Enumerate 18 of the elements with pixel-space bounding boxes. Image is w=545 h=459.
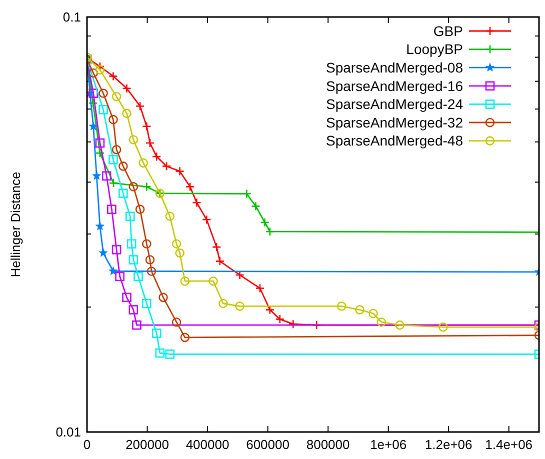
legend-label: SparseAndMerged-48 — [326, 132, 464, 149]
legend-label: LoopyBP — [406, 41, 463, 58]
x-tick-label: 1.4e+06 — [485, 437, 533, 452]
x-tick-label: 0 — [83, 437, 91, 452]
y-tick-label: 0.01 — [56, 424, 81, 440]
legend-label: SparseAndMerged-32 — [326, 114, 464, 130]
y-axis-title: Hellinger Distance — [8, 172, 23, 278]
legend-label: GBP — [433, 22, 463, 39]
legend-label: SparseAndMerged-16 — [326, 78, 464, 94]
x-tick-label: 800000 — [306, 437, 350, 452]
x-tick-label: 1.2e+06 — [424, 437, 472, 452]
legend-label: SparseAndMerged-24 — [326, 96, 464, 112]
x-tick-label: 600000 — [246, 437, 290, 452]
x-tick-label: 1e+06 — [370, 437, 407, 452]
x-tick-label: 400000 — [186, 437, 230, 452]
x-tick-label: 200000 — [126, 437, 169, 452]
y-tick-label: 0.1 — [62, 10, 81, 25]
legend-label: SparseAndMerged-08 — [326, 60, 464, 76]
